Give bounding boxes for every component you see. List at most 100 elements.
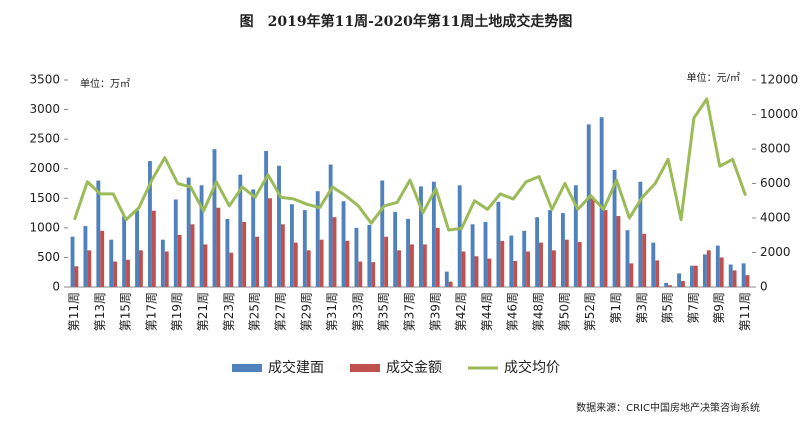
bar	[487, 258, 492, 287]
bar	[277, 165, 281, 287]
bar	[548, 210, 552, 287]
x-tick-label: 第39周	[428, 292, 442, 331]
bar	[715, 245, 720, 287]
bar	[483, 221, 488, 287]
bar	[264, 150, 269, 287]
x-tick-label: 第23周	[222, 292, 236, 331]
bar	[677, 273, 682, 287]
bar	[306, 250, 311, 287]
y-tick-label: 1000	[29, 220, 60, 234]
bar	[629, 263, 634, 287]
bar	[560, 213, 565, 287]
bar	[702, 254, 707, 287]
bar	[138, 250, 143, 287]
bar	[242, 221, 247, 287]
bar	[603, 210, 608, 287]
bar	[642, 233, 647, 287]
bar	[332, 217, 337, 287]
y2-tick-label: 6000	[760, 176, 791, 190]
x-tick-label: 第42周	[454, 292, 468, 331]
bar	[328, 164, 333, 287]
bar	[341, 201, 346, 287]
y-tick-label: 2000	[29, 161, 60, 175]
bar	[380, 180, 385, 287]
bar	[693, 265, 698, 287]
bar	[289, 204, 294, 287]
bar	[612, 169, 617, 287]
bar	[177, 234, 182, 287]
y2-tick-label: 0	[760, 280, 768, 294]
bar	[410, 244, 414, 287]
chart-title: 图 2019年第11周-2020年第11周土地成交走势图	[240, 13, 573, 30]
bar	[255, 236, 260, 287]
x-tick-label: 第11周	[738, 292, 752, 331]
bar	[435, 227, 440, 287]
x-tick-label: 第31周	[325, 292, 339, 331]
bar	[315, 191, 320, 287]
bar	[444, 271, 449, 287]
bar	[526, 251, 531, 287]
bar	[293, 242, 298, 287]
bar	[199, 185, 204, 287]
bar	[745, 275, 750, 287]
bar	[461, 251, 466, 287]
legend-label: 成交建面	[268, 359, 324, 376]
legend-swatch	[232, 364, 262, 372]
bar	[419, 186, 423, 287]
y2-tick-label: 10000	[760, 107, 798, 121]
y2-tick-label: 8000	[760, 142, 791, 156]
source: 数据来源：CRIC中国房地产决策咨询系统	[576, 401, 760, 414]
legend-swatch	[350, 364, 380, 372]
bar	[393, 211, 398, 287]
bar	[590, 198, 595, 287]
bar	[268, 198, 272, 287]
x-tick-label: 第33周	[351, 292, 365, 331]
y-tick-label: 500	[37, 250, 60, 264]
bar	[319, 239, 324, 287]
bar	[371, 262, 376, 287]
legend-label: 成交金额	[386, 359, 442, 376]
y2-tick-label: 4000	[760, 211, 791, 225]
bar	[384, 236, 389, 287]
x-tick-label: 第25周	[248, 292, 262, 331]
bar	[535, 217, 540, 287]
bar	[164, 251, 169, 287]
x-tick-label: 第44周	[480, 292, 494, 331]
bar	[109, 239, 114, 287]
bar	[655, 260, 660, 287]
bar	[160, 239, 165, 287]
bar	[96, 180, 101, 287]
bar	[509, 235, 514, 287]
y-tick-label: 3500	[29, 73, 60, 87]
bar	[280, 224, 285, 287]
x-tick-label: 第37周	[403, 292, 417, 331]
bar	[599, 117, 604, 287]
x-tick-label: 第35周	[377, 292, 391, 331]
bar	[577, 242, 582, 287]
y-tick-label: 1500	[29, 191, 60, 205]
bar	[719, 257, 724, 287]
x-tick-label: 第9周	[712, 292, 726, 324]
x-tick-label: 第13周	[93, 292, 107, 331]
bar	[500, 240, 505, 287]
bar	[251, 189, 256, 287]
x-tick-label: 第21周	[196, 292, 210, 331]
x-tick-label: 第15周	[119, 292, 133, 331]
bar	[358, 261, 363, 287]
bar	[345, 240, 350, 287]
bar	[668, 285, 672, 287]
bar	[470, 224, 475, 287]
bar	[212, 149, 217, 287]
x-tick-label: 第46周	[506, 292, 520, 331]
bar	[496, 201, 501, 287]
bar	[406, 218, 410, 287]
bar	[238, 174, 243, 287]
line	[73, 97, 747, 232]
y-tick-label: 2500	[29, 132, 60, 146]
x-tick-label: 第17周	[144, 292, 158, 331]
bar	[87, 250, 92, 287]
legend-label: 成交均价	[504, 359, 560, 376]
bar	[113, 261, 118, 287]
bar	[513, 260, 518, 287]
